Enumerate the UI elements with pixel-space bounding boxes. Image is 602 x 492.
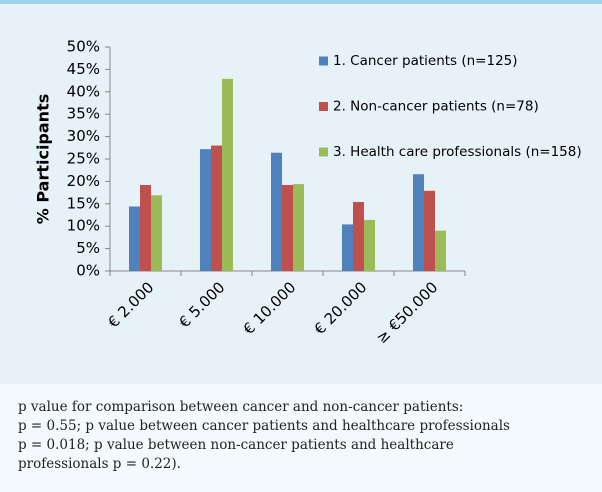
bar	[364, 219, 375, 271]
bar	[435, 230, 446, 271]
legend-swatch	[319, 147, 328, 157]
caption-line: p = 0.018; p value between non-cancer pa…	[18, 437, 454, 453]
bar	[140, 184, 151, 271]
bar	[293, 184, 304, 271]
caption-line: p = 0.55; p value between cancer patient…	[18, 418, 510, 434]
y-axis-label: % Participants	[34, 94, 53, 225]
legend-label: 3. Health care professionals (n=158)	[333, 144, 582, 160]
bar	[200, 149, 211, 271]
bar	[271, 152, 282, 271]
bar	[129, 206, 140, 271]
legend-label: 2. Non-cancer patients (n=78)	[333, 99, 539, 115]
y-tick-label: 35%	[67, 105, 100, 123]
y-tick-label: 40%	[67, 82, 100, 100]
y-tick-label: 50%	[67, 38, 100, 56]
caption: p value for comparison between cancer an…	[18, 398, 510, 474]
top-border	[0, 0, 602, 4]
y-tick-label: 5%	[76, 239, 100, 257]
y-tick-label: 0%	[76, 262, 100, 280]
caption-line: professionals p = 0.22).	[18, 456, 181, 472]
bar	[424, 190, 435, 271]
bar	[413, 174, 424, 271]
y-tick-label: 15%	[67, 194, 100, 212]
y-tick-label: 45%	[67, 60, 100, 78]
bar	[222, 78, 233, 271]
legend-swatch	[319, 102, 328, 111]
legend-label: 1. Cancer patients (n=125)	[333, 53, 518, 69]
chart: % Participants 0% 5% 10% 15% 20% 25% 30% 35% 40%…	[0, 0, 602, 384]
y-tick-label: 10%	[67, 217, 100, 235]
y-tick-label: 25%	[67, 150, 100, 168]
legend-swatch	[319, 56, 328, 66]
bar	[353, 202, 364, 271]
y-tick-label: 30%	[67, 127, 100, 145]
bar	[211, 145, 222, 271]
caption-line: p value for comparison between cancer an…	[18, 399, 464, 415]
bar	[342, 224, 353, 271]
bar	[282, 184, 293, 271]
bar	[151, 195, 162, 271]
y-tick-label: 20%	[67, 172, 100, 190]
